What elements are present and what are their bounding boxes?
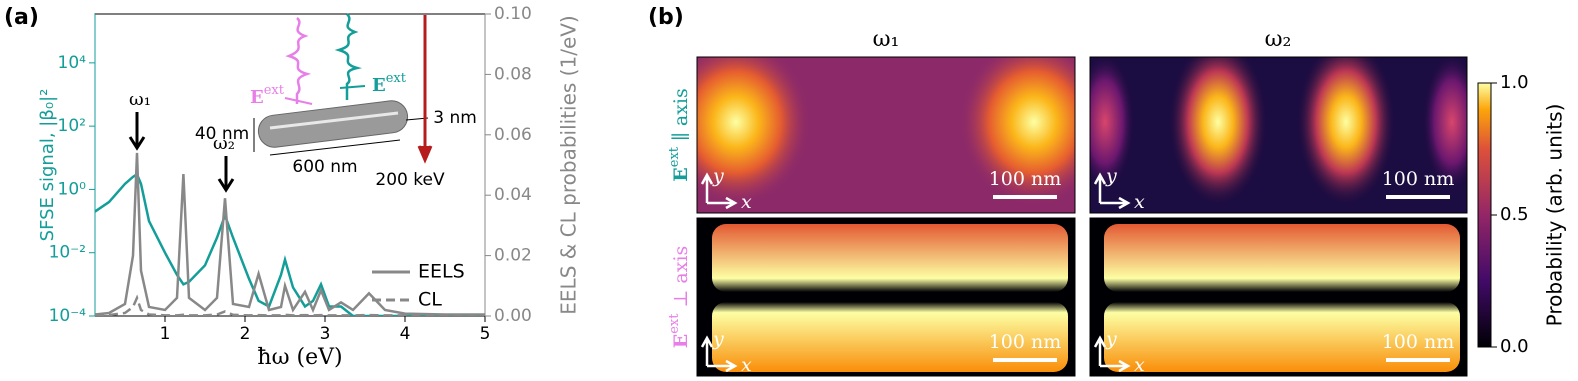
axis-name: x: [1134, 191, 1145, 213]
y2-tick-label: 0.04: [494, 185, 532, 205]
series-line: [95, 152, 485, 316]
axis-name: y: [712, 328, 724, 350]
axis-name: x: [1134, 354, 1145, 376]
x-axis-label: ħω (eV): [257, 345, 342, 370]
heatmap: [1090, 218, 1467, 376]
axis-name: x: [741, 354, 752, 376]
panel-label: (b): [648, 5, 684, 30]
x-tick-label: 4: [400, 324, 411, 344]
axis-arrows: [1093, 335, 1131, 373]
y2-tick-label: 0.02: [494, 246, 532, 266]
row-label-text: ⊥ axis: [670, 246, 692, 314]
x-tick-label: 5: [480, 324, 491, 344]
row-label-sup: ext: [667, 313, 682, 334]
annotation: ω₁: [129, 89, 151, 110]
y-axis-label: SFSE signal, |β₀|²: [37, 89, 58, 242]
x-tick-label: 2: [240, 324, 251, 344]
heatmap: [697, 218, 1075, 376]
frame: [1089, 217, 1468, 377]
row-label: Eext ∥ axis: [667, 88, 693, 181]
scale-bar-label: 100 nm: [1382, 168, 1455, 190]
pulse: [285, 17, 312, 104]
pulse-axis: [284, 97, 313, 105]
panel-label: (a): [4, 5, 39, 30]
y-tick-label: 10⁰: [58, 179, 87, 199]
scale-bar-label: 100 nm: [989, 331, 1062, 353]
nanorod: [257, 100, 409, 148]
row-label-sup: ext: [667, 146, 682, 167]
x-tick-label: 1: [160, 324, 171, 344]
legend-label: CL: [418, 289, 442, 311]
row-label-base: E: [670, 334, 692, 348]
row-label-base: E: [670, 167, 692, 181]
series-line: [95, 294, 485, 316]
annotation: 600 nm: [292, 157, 357, 177]
frame: [696, 56, 1076, 214]
y-tick-label: 10²: [58, 116, 86, 136]
field-base: E: [250, 87, 264, 108]
colorbar-tick-label: 0.0: [1500, 336, 1529, 357]
y2-axis-label: EELS & CL probabilities (1/eV): [557, 15, 581, 314]
y-tick-label: 10⁻²: [49, 243, 86, 263]
y-tick-label: 10⁻⁴: [49, 306, 87, 326]
axis-arrows: [700, 172, 738, 210]
x-tick-label: 3: [320, 324, 331, 344]
scale-bar-label: 100 nm: [989, 168, 1062, 190]
row-label-text: ∥ axis: [670, 88, 692, 147]
frame: [1089, 56, 1468, 214]
pulse-axis: [339, 85, 366, 89]
dimension: [269, 139, 401, 156]
annotation: 200 keV: [375, 170, 445, 190]
axis-arrows: [1093, 172, 1131, 210]
column-title: ω₁: [873, 27, 900, 52]
field-sup: ext: [264, 83, 285, 98]
colorbar-tick-label: 1.0: [1500, 72, 1529, 93]
y2-tick-label: 0.00: [494, 306, 532, 326]
arrow: [217, 156, 235, 193]
colorbar: [1477, 82, 1492, 348]
y2-tick-label: 0.10: [494, 4, 532, 24]
legend-label: EELS: [418, 261, 465, 283]
panel-b: (b) ω₁ ω₂ Eext ∥ axis Eext ⊥ axis yx100 …: [648, 5, 1567, 377]
y-tick-label: 10⁴: [58, 53, 87, 73]
axis-name: y: [1105, 328, 1117, 350]
field-base: E: [372, 75, 386, 96]
axis-arrows: [700, 335, 738, 373]
y2-tick-label: 0.06: [494, 125, 532, 145]
heatmap: [1090, 57, 1467, 213]
annotation: 40 nm: [195, 124, 249, 144]
pulse: [334, 13, 362, 100]
axis-name: y: [1105, 165, 1117, 187]
row-label: Eext ⊥ axis: [667, 246, 693, 349]
field-label: Eext: [372, 71, 407, 97]
scale-bar-label: 100 nm: [1382, 331, 1455, 353]
nanorod-highlight: [269, 111, 399, 130]
plot-area: [95, 152, 485, 316]
colorbar-label: Probability (arb. units): [1543, 104, 1567, 327]
axis-name: y: [712, 165, 724, 187]
annotation: ω₂: [213, 133, 235, 154]
panel-a: (a) SFSE signal, |β₀|² EELS & CL probabi…: [4, 4, 581, 370]
frame: [696, 217, 1076, 377]
annotation: 3 nm: [433, 108, 477, 128]
y2-tick-label: 0.08: [494, 64, 532, 84]
heatmap: [697, 57, 1075, 213]
colorbar-tick-label: 0.5: [1500, 204, 1529, 225]
axis-name: x: [741, 191, 752, 213]
field-label: Eext: [250, 83, 285, 109]
column-title: ω₂: [1265, 27, 1292, 52]
electron-beam: [417, 15, 433, 164]
arrow: [128, 112, 146, 151]
field-sup: ext: [386, 71, 407, 86]
